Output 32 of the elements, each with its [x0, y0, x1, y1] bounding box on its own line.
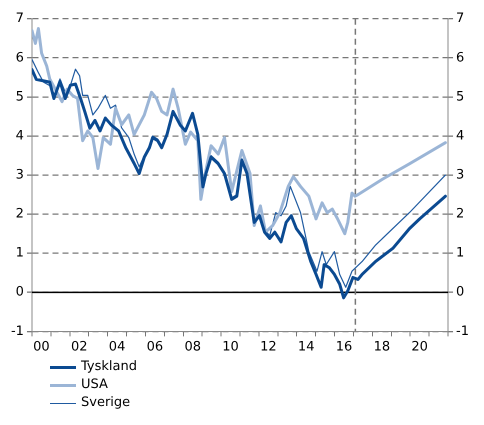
y-tick-label: -1 — [10, 324, 24, 339]
y-tick-label: 0 — [16, 284, 24, 300]
y-tick-label: 6 — [16, 50, 24, 66]
x-tick-label: 20 — [411, 340, 428, 355]
x-tick-label: 16 — [336, 340, 352, 355]
x-tick-label: 02 — [70, 340, 88, 355]
y2-tick-label: 3 — [456, 167, 464, 182]
y2-tick-label: 0 — [456, 284, 464, 300]
x-tick-label: 14 — [298, 340, 314, 355]
y-tick-label: 1 — [16, 246, 24, 261]
y2-tick-label: 5 — [456, 89, 464, 104]
y2-tick-label: 2 — [456, 206, 464, 222]
y2-tick-label: 6 — [456, 50, 464, 66]
legend-label: USA — [81, 376, 108, 394]
y-tick-label: 4 — [16, 128, 24, 144]
y2-tick-label: 7 — [456, 11, 464, 26]
y-tick-label: 3 — [16, 167, 24, 182]
y-tick-label: 5 — [16, 89, 24, 104]
legend-label: Sverige — [81, 394, 130, 412]
x-tick-label: 08 — [184, 340, 201, 355]
x-tick-label: 10 — [222, 340, 239, 355]
x-tick-label: 06 — [146, 340, 164, 355]
y2-tick-label: -1 — [456, 324, 470, 339]
y2-tick-label: 1 — [456, 246, 464, 261]
y-tick-label: 7 — [16, 11, 24, 26]
legend-label: Tyskland — [81, 358, 137, 376]
y2-tick-label: 4 — [456, 128, 464, 144]
x-tick-label: 18 — [374, 340, 390, 355]
x-tick-label: 04 — [108, 340, 126, 355]
y-tick-label: 2 — [16, 206, 24, 222]
x-tick-label: 00 — [33, 340, 50, 355]
x-tick-label: 12 — [260, 340, 277, 355]
